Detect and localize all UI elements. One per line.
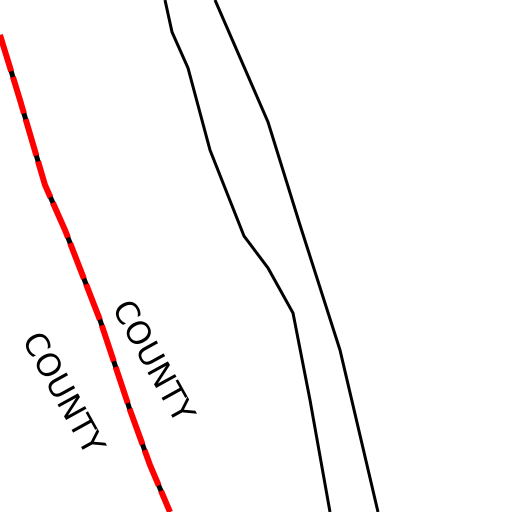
road [163, 0, 332, 512]
county-boundary [0, 34, 173, 512]
road [213, 0, 380, 512]
